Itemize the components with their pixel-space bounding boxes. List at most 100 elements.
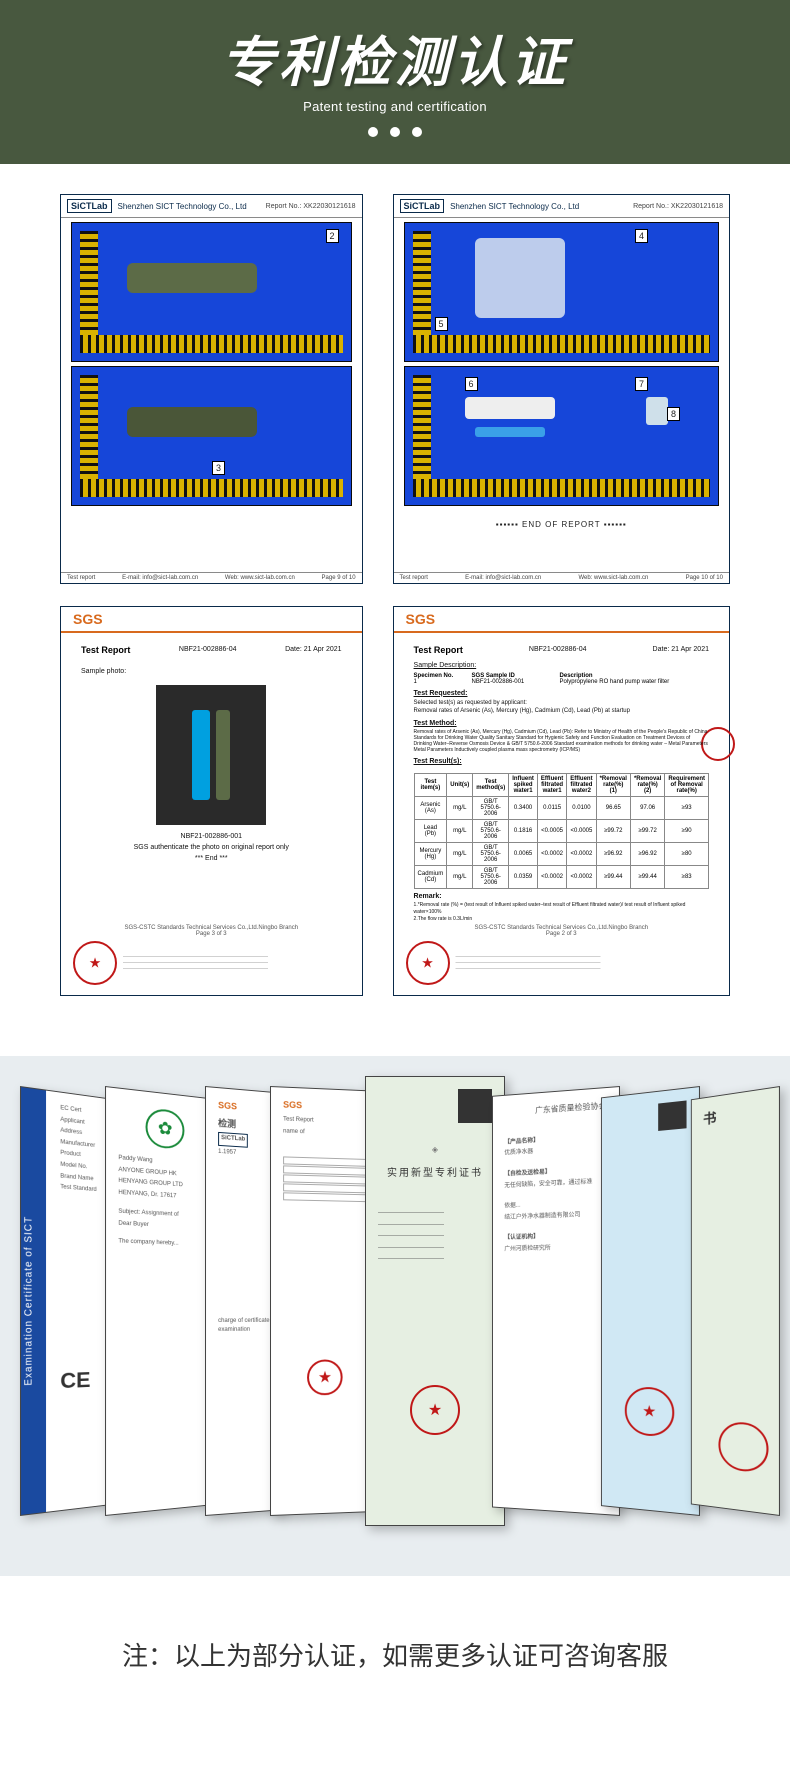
sgs-report-1: SGS Test Report NBF21-002886-04 Date: 21… <box>60 606 363 996</box>
table-cell: mg/L <box>447 842 473 865</box>
card-line: 广州河质检研究所 <box>504 1243 606 1255</box>
doc-foot-page: Page 9 of 10 <box>322 575 356 581</box>
accessory-photo-top: 4 5 <box>404 222 719 362</box>
val-spec-desc: Polypropylene RO hand pump water filter <box>560 679 670 685</box>
vertical-band: Examination Certificate of SICT <box>21 1087 46 1515</box>
table-cell: ≥90 <box>665 819 709 842</box>
sict-logo: SiCTLab <box>400 199 445 213</box>
table-cell: <0.0005 <box>567 819 596 842</box>
red-seal-icon <box>406 941 450 985</box>
red-seal-icon <box>625 1386 674 1437</box>
table-row: Arsenic (As)mg/LGB/T 5750.6-20060.34000.… <box>414 796 708 819</box>
sgs-date: Date: 21 Apr 2021 <box>653 645 709 657</box>
qr-icon <box>458 1089 492 1123</box>
header-subtitle: Patent testing and certification <box>0 99 790 114</box>
table-cell: Arsenic (As) <box>414 796 447 819</box>
certificates-grid: SiCTLab Shenzhen SICT Technology Co., Lt… <box>0 164 790 1016</box>
sgs-report-2: SGS Test Report NBF21-002886-04 Date: 21… <box>393 606 730 996</box>
sict-report-2: SiCTLab Shenzhen SICT Technology Co., Lt… <box>393 194 730 584</box>
doc-foot-page: Page 10 of 10 <box>686 575 723 581</box>
table-row: Lead (Pb)mg/LGB/T 5750.6-20060.1816<0.00… <box>414 819 708 842</box>
table-row: Mercury (Hg)mg/LGB/T 5750.6-20060.0065<0… <box>414 842 708 865</box>
table-cell: ≥96.92 <box>596 842 630 865</box>
product-photo-top: 2 <box>71 222 352 362</box>
table-cell: <0.0002 <box>537 842 566 865</box>
card-line: name of <box>283 1127 366 1139</box>
doc-foot-label: Test report <box>67 575 95 581</box>
table-cell: ≥93 <box>665 796 709 819</box>
table-cell: 0.0359 <box>509 865 538 888</box>
doc-foot-web: Web: www.sict-lab.com.cn <box>225 575 295 581</box>
card-line: 1.1957 <box>218 1148 271 1161</box>
table-cell: 96.65 <box>596 796 630 819</box>
doc-foot-email: E-mail: info@sict-lab.com.cn <box>465 575 541 581</box>
table-cell: ≥99.44 <box>596 865 630 888</box>
cert-card-sgs-table: SGS Test Report name of <box>270 1086 379 1516</box>
card-line: 【认证机构】 <box>504 1232 606 1244</box>
card-line: 检测 <box>218 1116 271 1134</box>
table-cell: <0.0002 <box>537 865 566 888</box>
sgs-auth-line: SGS authenticate the photo on original r… <box>81 844 342 851</box>
table-header: Requirement of Removal rate(%) <box>665 773 709 796</box>
doc-foot-web: Web: www.sict-lab.com.cn <box>578 575 648 581</box>
table-cell: 0.0115 <box>537 796 566 819</box>
sgs-ref: NBF21-002886-04 <box>529 645 587 657</box>
sict-report-no: Report No.: XK22030121618 <box>266 203 356 210</box>
red-seal-icon <box>718 1421 768 1474</box>
marker-7: 7 <box>635 377 648 391</box>
table-cell: 97.06 <box>630 796 664 819</box>
card-line: SiCTLab <box>218 1132 248 1147</box>
col-spec-no: Specimen No. <box>414 673 454 679</box>
card-title: SGS <box>218 1100 271 1114</box>
sgs-page: Page 2 of 3 <box>406 931 717 937</box>
table-cell: GB/T 5750.6-2006 <box>473 819 509 842</box>
sgs-title: Test Report <box>414 645 463 655</box>
test-method: Removal rates of Arsenic (As), Mercury (… <box>414 729 709 753</box>
card-line: 结江户外净水器制造有限公司 <box>504 1210 606 1223</box>
remark-title: Remark: <box>414 892 709 902</box>
cert-card-end: 书 <box>691 1086 780 1516</box>
sgs-end: *** End *** <box>81 855 342 862</box>
sgs-page: Page 3 of 3 <box>73 931 350 937</box>
table-cell: GB/T 5750.6-2006 <box>473 865 509 888</box>
table-row: Cadmium (Cd)mg/LGB/T 5750.6-20060.0359<0… <box>414 865 708 888</box>
table-cell: GB/T 5750.6-2006 <box>473 796 509 819</box>
table-cell: ≥83 <box>665 865 709 888</box>
accessory-photo-bottom: 6 7 8 <box>404 366 719 506</box>
test-req: Selected test(s) as requested by applica… <box>414 699 709 716</box>
sgs-sample-photo <box>156 685 266 825</box>
table-cell: mg/L <box>447 796 473 819</box>
header-title: 专利检测认证 <box>0 18 790 97</box>
test-req-title: Test Requested: <box>414 689 709 699</box>
marker-3: 3 <box>212 461 225 475</box>
table-header: *Removal rate(%)(1) <box>596 773 630 796</box>
table-header: Test method(s) <box>473 773 509 796</box>
dot-indicator <box>0 124 790 142</box>
card-line: Dear Buyer <box>118 1220 209 1234</box>
sgs-ref: NBF21-002886-04 <box>179 645 237 657</box>
table-cell: 0.3400 <box>509 796 538 819</box>
footer-note: 注：以上为部分认证，如需更多认证可咨询客服 <box>0 1576 790 1743</box>
table-cell: 0.1816 <box>509 819 538 842</box>
table-cell: 0.0065 <box>509 842 538 865</box>
table-header: *Removal rate(%)(2) <box>630 773 664 796</box>
doc-foot-label: Test report <box>400 575 428 581</box>
sict-company: Shenzhen SICT Technology Co., Ltd <box>450 202 579 211</box>
remark: 1.*Removal rate (%) = (test result of In… <box>414 902 709 923</box>
certificates-carousel: Examination Certificate of SICT EC Cert … <box>0 1056 790 1576</box>
table-cell: Lead (Pb) <box>414 819 447 842</box>
red-seal-icon <box>73 941 117 985</box>
patent-title: 实用新型专利证书 <box>378 1164 492 1179</box>
table-cell: 0.0100 <box>567 796 596 819</box>
table-cell: ≥80 <box>665 842 709 865</box>
sict-logo: SiCTLab <box>67 199 112 213</box>
table-cell: ≥99.44 <box>630 865 664 888</box>
qr-icon <box>658 1100 686 1130</box>
sample-photo-label: Sample photo: <box>81 667 342 677</box>
cert-card-blue <box>601 1086 700 1516</box>
table-cell: ≥99.72 <box>596 819 630 842</box>
marker-4: 4 <box>635 229 648 243</box>
marker-2: 2 <box>326 229 339 243</box>
card-line: Test Report <box>283 1116 366 1129</box>
sample-desc-label: Sample Description: <box>414 661 709 671</box>
